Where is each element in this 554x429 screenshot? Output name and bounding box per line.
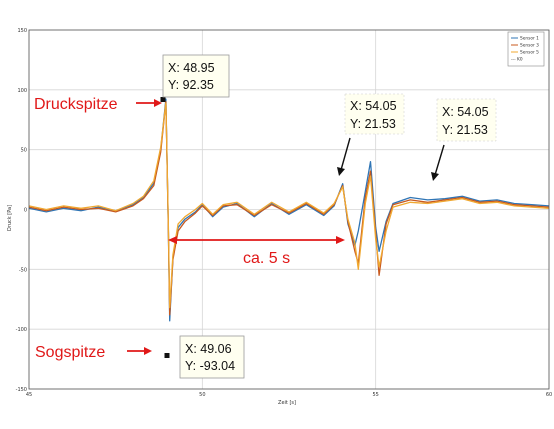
datatip-marker-peak [160, 97, 166, 102]
axis-ticks: 45 50 55 60 150 100 50 0 -50 -100 -150 [16, 28, 553, 398]
y-axis-label: Druck [Pa] [7, 205, 13, 231]
y-tick-label: -50 [19, 267, 27, 273]
datatip-b-y: Y: 21.53 [442, 123, 488, 137]
datatip-peak: X: 48.95 Y: 92.35 [162, 54, 230, 98]
series-lines [28, 98, 550, 322]
legend-entry-3: Sensor 5 [520, 50, 539, 56]
y-tick-label: 0 [24, 208, 27, 214]
x-tick-label: 60 [546, 392, 552, 398]
series-line-2 [28, 101, 550, 316]
y-tick-label: -100 [16, 327, 27, 333]
y-tick-label: 150 [17, 28, 27, 34]
x-tick-label: 45 [26, 392, 32, 398]
annotation-arrows-black [337, 137, 445, 181]
datatip-peak-x: X: 48.95 [168, 61, 215, 75]
datatip-a-y: Y: 21.53 [350, 117, 396, 131]
datatip-suction-x: X: 49.06 [185, 342, 232, 356]
datatip-a-x: X: 54.05 [350, 99, 397, 113]
annotation-red [127, 99, 345, 355]
legend-entry-2: Sensor 3 [520, 43, 539, 49]
plot-frame [28, 29, 550, 390]
x-tick-label: 55 [372, 392, 378, 398]
legend-entry-1: Sensor 1 [520, 36, 539, 42]
datatip-peak-y: Y: 92.35 [168, 78, 214, 92]
datatip-suction-y: Y: -93.04 [185, 359, 235, 373]
legend: Sensor 1 Sensor 3 Sensor 5 --- K0 [507, 31, 545, 67]
x-axis-label: Zeit [s] [278, 400, 296, 406]
datatip-suction: X: 49.06 Y: -93.04 [179, 335, 245, 379]
datatip-b-x: X: 54.05 [442, 105, 489, 119]
annotation-interval: ca. 5 s [243, 250, 290, 267]
y-tick-label: 50 [21, 148, 27, 154]
series-line-3 [28, 102, 550, 309]
legend-entry-4: --- K0 [511, 57, 523, 63]
datatip-marker-suction [164, 353, 170, 358]
datatip-second-peak-b: X: 54.05 Y: 21.53 [436, 98, 497, 142]
x-tick-label: 50 [199, 392, 205, 398]
y-tick-label: 100 [17, 88, 27, 94]
datatip-second-peak-a: X: 54.05 Y: 21.53 [344, 93, 405, 135]
annotation-druckspitze: Druckspitze [34, 96, 118, 113]
y-tick-label: -150 [16, 387, 27, 393]
annotation-sogspitze: Sogspitze [35, 344, 105, 361]
